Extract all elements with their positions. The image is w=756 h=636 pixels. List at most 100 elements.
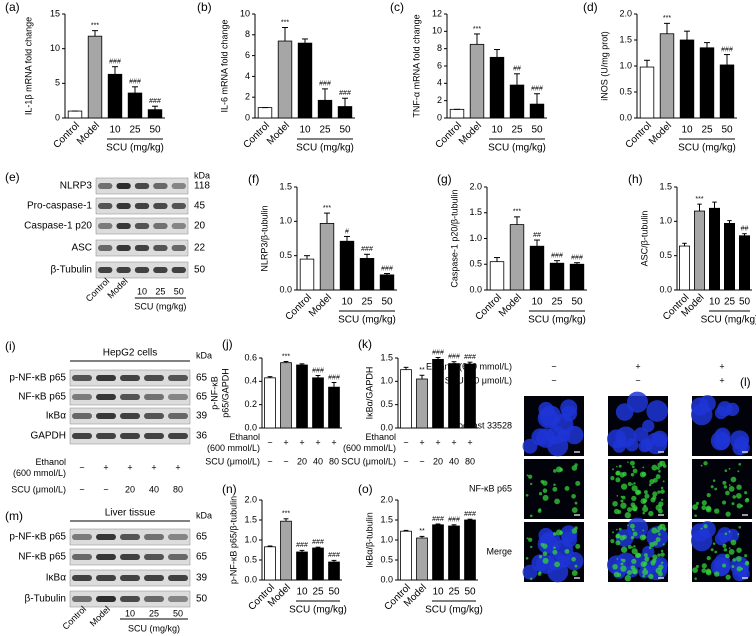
nucleus [547,435,569,457]
nf-kb-signal [642,466,645,469]
row-label: β-Tubulin [24,594,66,605]
y-tick-label: 2 [437,95,442,105]
bar [359,258,375,291]
significance: ### [296,542,308,549]
significance: ### [129,79,141,86]
x-tick-label: Control [51,120,82,151]
x-axis-label: SCU (mg/kg) [678,143,736,154]
significance: ## [741,226,749,233]
kda-header: kDa [196,350,212,360]
blot-band [153,183,168,189]
blot-band [134,267,150,273]
nf-kb-signal [621,558,626,563]
x-tick-label: 50 [721,125,733,136]
nf-kb-signal [630,502,636,508]
x-row-value: + [299,437,304,447]
y-tick-label: 1.5 [380,352,393,362]
nf-kb-signal [703,524,708,529]
bar [296,364,308,429]
blot-band [120,375,140,381]
blot-band [98,223,113,229]
x-row-value: − [79,462,84,472]
blot-band [168,413,188,419]
x-tick-label: 25 [551,297,563,308]
x-tick-label: 25 [361,297,373,308]
nf-kb-signal [538,508,542,511]
nf-kb-signal [744,491,748,495]
nf-kb-signal [736,566,742,572]
nf-kb-signal [692,567,698,574]
y-axis-label: IκBα/β-tubulin [364,512,374,567]
nf-kb-signal [732,495,737,499]
y-tick-label: 0.5 [244,554,257,564]
bar [469,43,485,119]
nf-kb-signal [618,464,622,468]
x-row-value: − [403,437,408,447]
y-tick-label: 0.0 [659,284,672,294]
row-label: ASC [71,243,92,254]
x-tick-label: 50 [464,587,476,598]
significance: *** [513,209,521,216]
x-row-label: (600 mmol/L) [343,443,396,453]
x-row-value: − [79,484,84,494]
y-axis-label: ASC/β-tubulin [639,211,649,267]
nf-kb-signal [722,543,727,548]
x-axis-label: SCU (mg/kg) [338,315,396,326]
blot-band [116,245,131,251]
blot-title: HepG2 cells [103,348,157,359]
bar [337,106,353,119]
blot-band [171,203,186,209]
nf-kb-signal [658,470,661,473]
y-tick-label: 1.0 [380,376,393,386]
y-axis-label: iNOS (U/mg prot) [599,31,609,101]
blot-band [153,245,168,251]
nf-kb-signal [657,462,663,468]
nf-kb-signal [528,474,533,479]
x-axis-label: SCU (mg/kg) [528,315,586,326]
header-label: SCU (80 μmol/L) [445,375,512,385]
significance: ** [419,367,425,374]
bar [489,56,505,119]
x-tick-label: Control [473,292,504,323]
nf-kb-signal [616,528,618,531]
significance: *** [282,511,290,518]
nf-kb-signal [728,530,731,533]
y-axis-label: IL-6 mRNA fold change [219,19,229,112]
kda-value: 45 [194,201,206,212]
header-value: − [551,361,556,371]
x-row-value: + [175,462,180,472]
x-row-value: 80 [465,456,475,466]
nf-kb-signal [650,560,656,566]
blot-band [120,394,140,400]
y-tick-label: 1.0 [244,534,257,544]
row-label: NF-κB p65 [18,392,66,403]
nf-kb-signal [701,568,707,574]
blot-band [96,375,116,381]
bar [328,386,340,429]
x-row-value: + [435,437,440,447]
x-axis-label: SCU (mg/kg) [296,143,354,154]
nf-kb-signal [538,492,543,496]
significance: ### [109,59,121,66]
nucleus [714,532,728,546]
bar [67,110,83,119]
y-tick-label: 1.0 [469,233,482,243]
blot-band [96,596,116,602]
nf-kb-signal [633,482,636,485]
nf-kb-signal [662,464,667,468]
bar [509,84,525,119]
bar [679,39,695,119]
nf-kb-signal [526,537,529,540]
x-tick-label: Model [497,292,524,319]
nf-kb-signal [642,511,645,515]
row-label: Hoechst 33528 [451,420,512,430]
blot-band [134,203,150,209]
x-tick-label: 10 [299,125,311,136]
blot-band [72,534,92,540]
x-row-value: + [315,437,320,447]
panel-label: (b) [197,0,212,14]
nf-kb-signal [635,553,641,559]
x-tick-label: 50 [328,587,340,598]
x-row-value: − [403,456,408,466]
nf-kb-signal [542,557,549,564]
